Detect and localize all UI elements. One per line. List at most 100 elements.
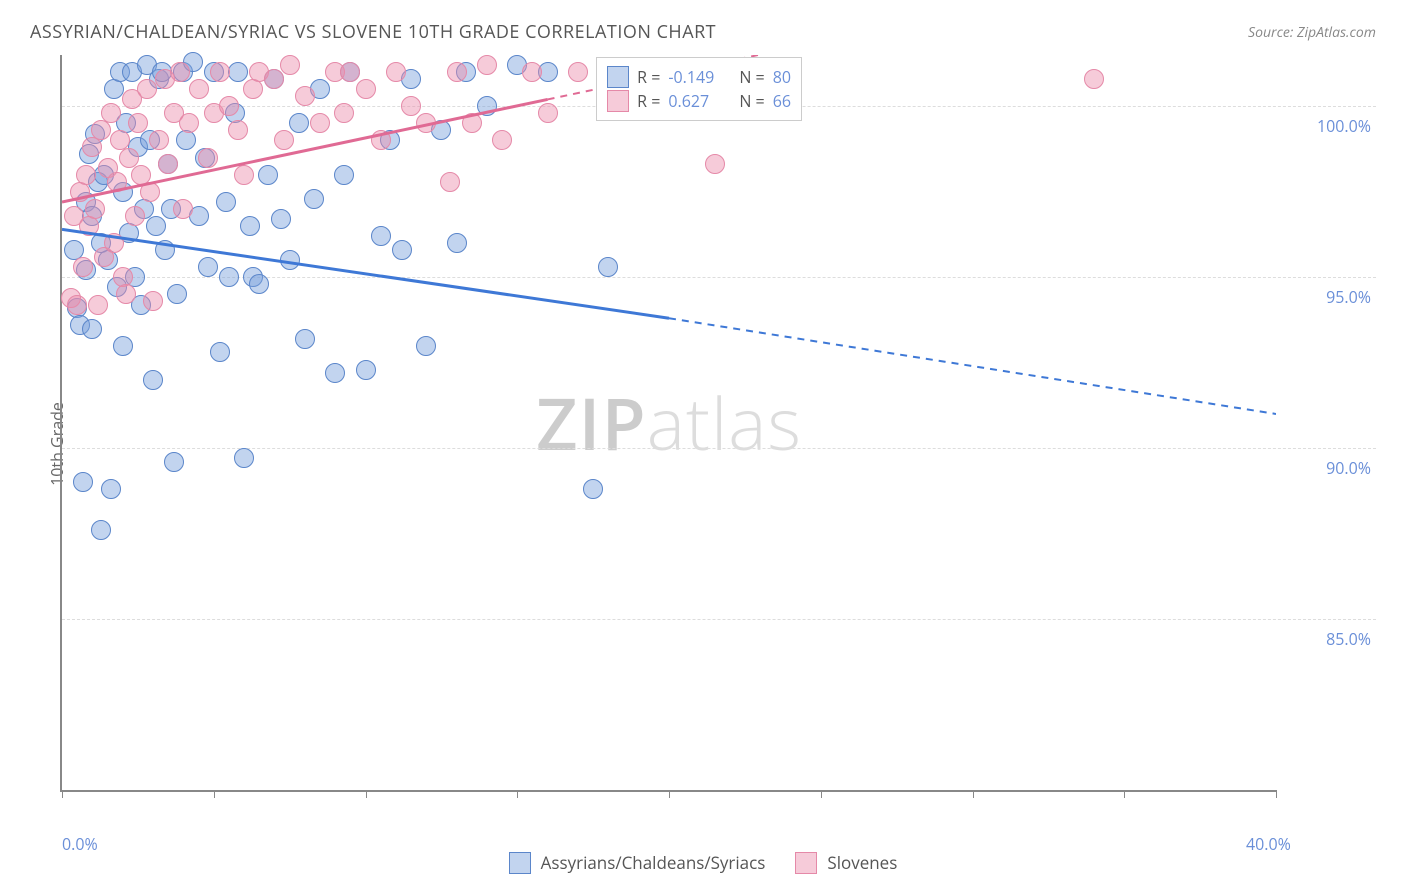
scatter-point (82, 319, 102, 339)
scatter-point (340, 62, 360, 82)
scatter-point (67, 295, 87, 315)
scatter-point (73, 257, 93, 277)
scatter-point (462, 113, 482, 133)
scatter-point (258, 165, 278, 185)
x-tick (1124, 790, 1125, 798)
scatter-point (70, 182, 90, 202)
scatter-point (240, 216, 260, 236)
scatter-point (598, 257, 618, 277)
scatter-point (234, 165, 254, 185)
scatter-point (274, 130, 294, 150)
scatter-point (416, 113, 436, 133)
trend-line-dashed (669, 318, 1276, 414)
scatter-point (356, 360, 376, 380)
stats-legend: R =-0.149N =80R =0.627N =66 (596, 57, 802, 121)
scatter-point (73, 472, 93, 492)
scatter-point (104, 233, 124, 253)
scatter-point (170, 62, 190, 82)
y-tick-label: 90.0% (1326, 457, 1371, 479)
scatter-point (137, 79, 157, 99)
scatter-point (149, 130, 169, 150)
x-tick (62, 790, 63, 798)
scatter-point (198, 148, 218, 168)
scatter-point (416, 336, 436, 356)
scatter-point (477, 96, 497, 116)
x-tick (1276, 790, 1277, 798)
scatter-point (371, 130, 391, 150)
y-tick-label: 95.0% (1326, 286, 1371, 308)
scatter-point (447, 233, 467, 253)
scatter-point (249, 274, 269, 294)
scatter-point (401, 96, 421, 116)
scatter-point (189, 79, 209, 99)
scatter-point (492, 130, 512, 150)
scatter-point (228, 62, 248, 82)
scatter-point (158, 154, 178, 174)
scatter-point (371, 226, 391, 246)
source-label: Source: ZipAtlas.com (1248, 23, 1376, 42)
scatter-point (289, 113, 309, 133)
scatter-point (198, 257, 218, 277)
x-tick (669, 790, 670, 798)
scatter-point (538, 103, 558, 123)
scatter-point (334, 165, 354, 185)
scatter-point (522, 62, 542, 82)
x-tick (821, 790, 822, 798)
chart-container: 10th Grade ZIPatlas 85.0%90.0%95.0%100.0… (50, 55, 1376, 832)
scatter-point (295, 329, 315, 349)
scatter-point (334, 103, 354, 123)
scatter-point (219, 96, 239, 116)
scatter-point (79, 216, 99, 236)
y-tick-label: 85.0% (1326, 628, 1371, 650)
legend-swatch (607, 90, 629, 112)
scatter-point (440, 172, 460, 192)
scatter-point (325, 363, 345, 383)
scatter-point (125, 206, 145, 226)
scatter-point (219, 267, 239, 287)
legend-swatch (607, 66, 629, 88)
scatter-point (82, 137, 102, 157)
scatter-point (155, 240, 175, 260)
scatter-point (210, 62, 230, 82)
scatter-point (176, 130, 196, 150)
scatter-point (280, 250, 300, 270)
x-tick (973, 790, 974, 798)
bottom-legend: Assyrians/Chaldeans/Syriacs Slovenes (0, 851, 1406, 874)
scatter-point (210, 342, 230, 362)
x-tick (517, 790, 518, 798)
scatter-point (146, 216, 166, 236)
scatter-point (243, 79, 263, 99)
scatter-point (76, 165, 96, 185)
scatter-point (705, 154, 725, 174)
scatter-point (140, 182, 160, 202)
scatter-point (91, 120, 111, 140)
header: ASSYRIAN/CHALDEAN/SYRIAC VS SLOVENE 10TH… (30, 20, 1376, 44)
scatter-point (143, 291, 163, 311)
legend-swatch (795, 852, 817, 874)
scatter-point (101, 103, 121, 123)
gridline (62, 619, 1376, 620)
scatter-point (386, 62, 406, 82)
scatter-point (101, 479, 121, 499)
scatter-point (447, 62, 467, 82)
bottom-legend-item: Assyrians/Chaldeans/Syriacs (509, 851, 766, 874)
scatter-point (164, 452, 184, 472)
scatter-point (356, 79, 376, 99)
scatter-point (143, 370, 163, 390)
stats-legend-row: R =0.627N =66 (607, 90, 791, 112)
scatter-point (104, 79, 124, 99)
scatter-point (107, 172, 127, 192)
watermark: ZIPatlas (536, 374, 802, 472)
scatter-point (128, 113, 148, 133)
x-tick (214, 790, 215, 798)
bottom-legend-item: Slovenes (795, 851, 897, 874)
scatter-point (568, 62, 588, 82)
scatter-point (216, 192, 236, 212)
chart-title: ASSYRIAN/CHALDEAN/SYRIAC VS SLOVENE 10TH… (30, 20, 716, 44)
scatter-point (295, 86, 315, 106)
scatter-point (583, 479, 603, 499)
scatter-point (113, 336, 133, 356)
scatter-point (1084, 69, 1104, 89)
gridline (62, 448, 1376, 449)
legend-label: Slovenes (827, 851, 897, 874)
